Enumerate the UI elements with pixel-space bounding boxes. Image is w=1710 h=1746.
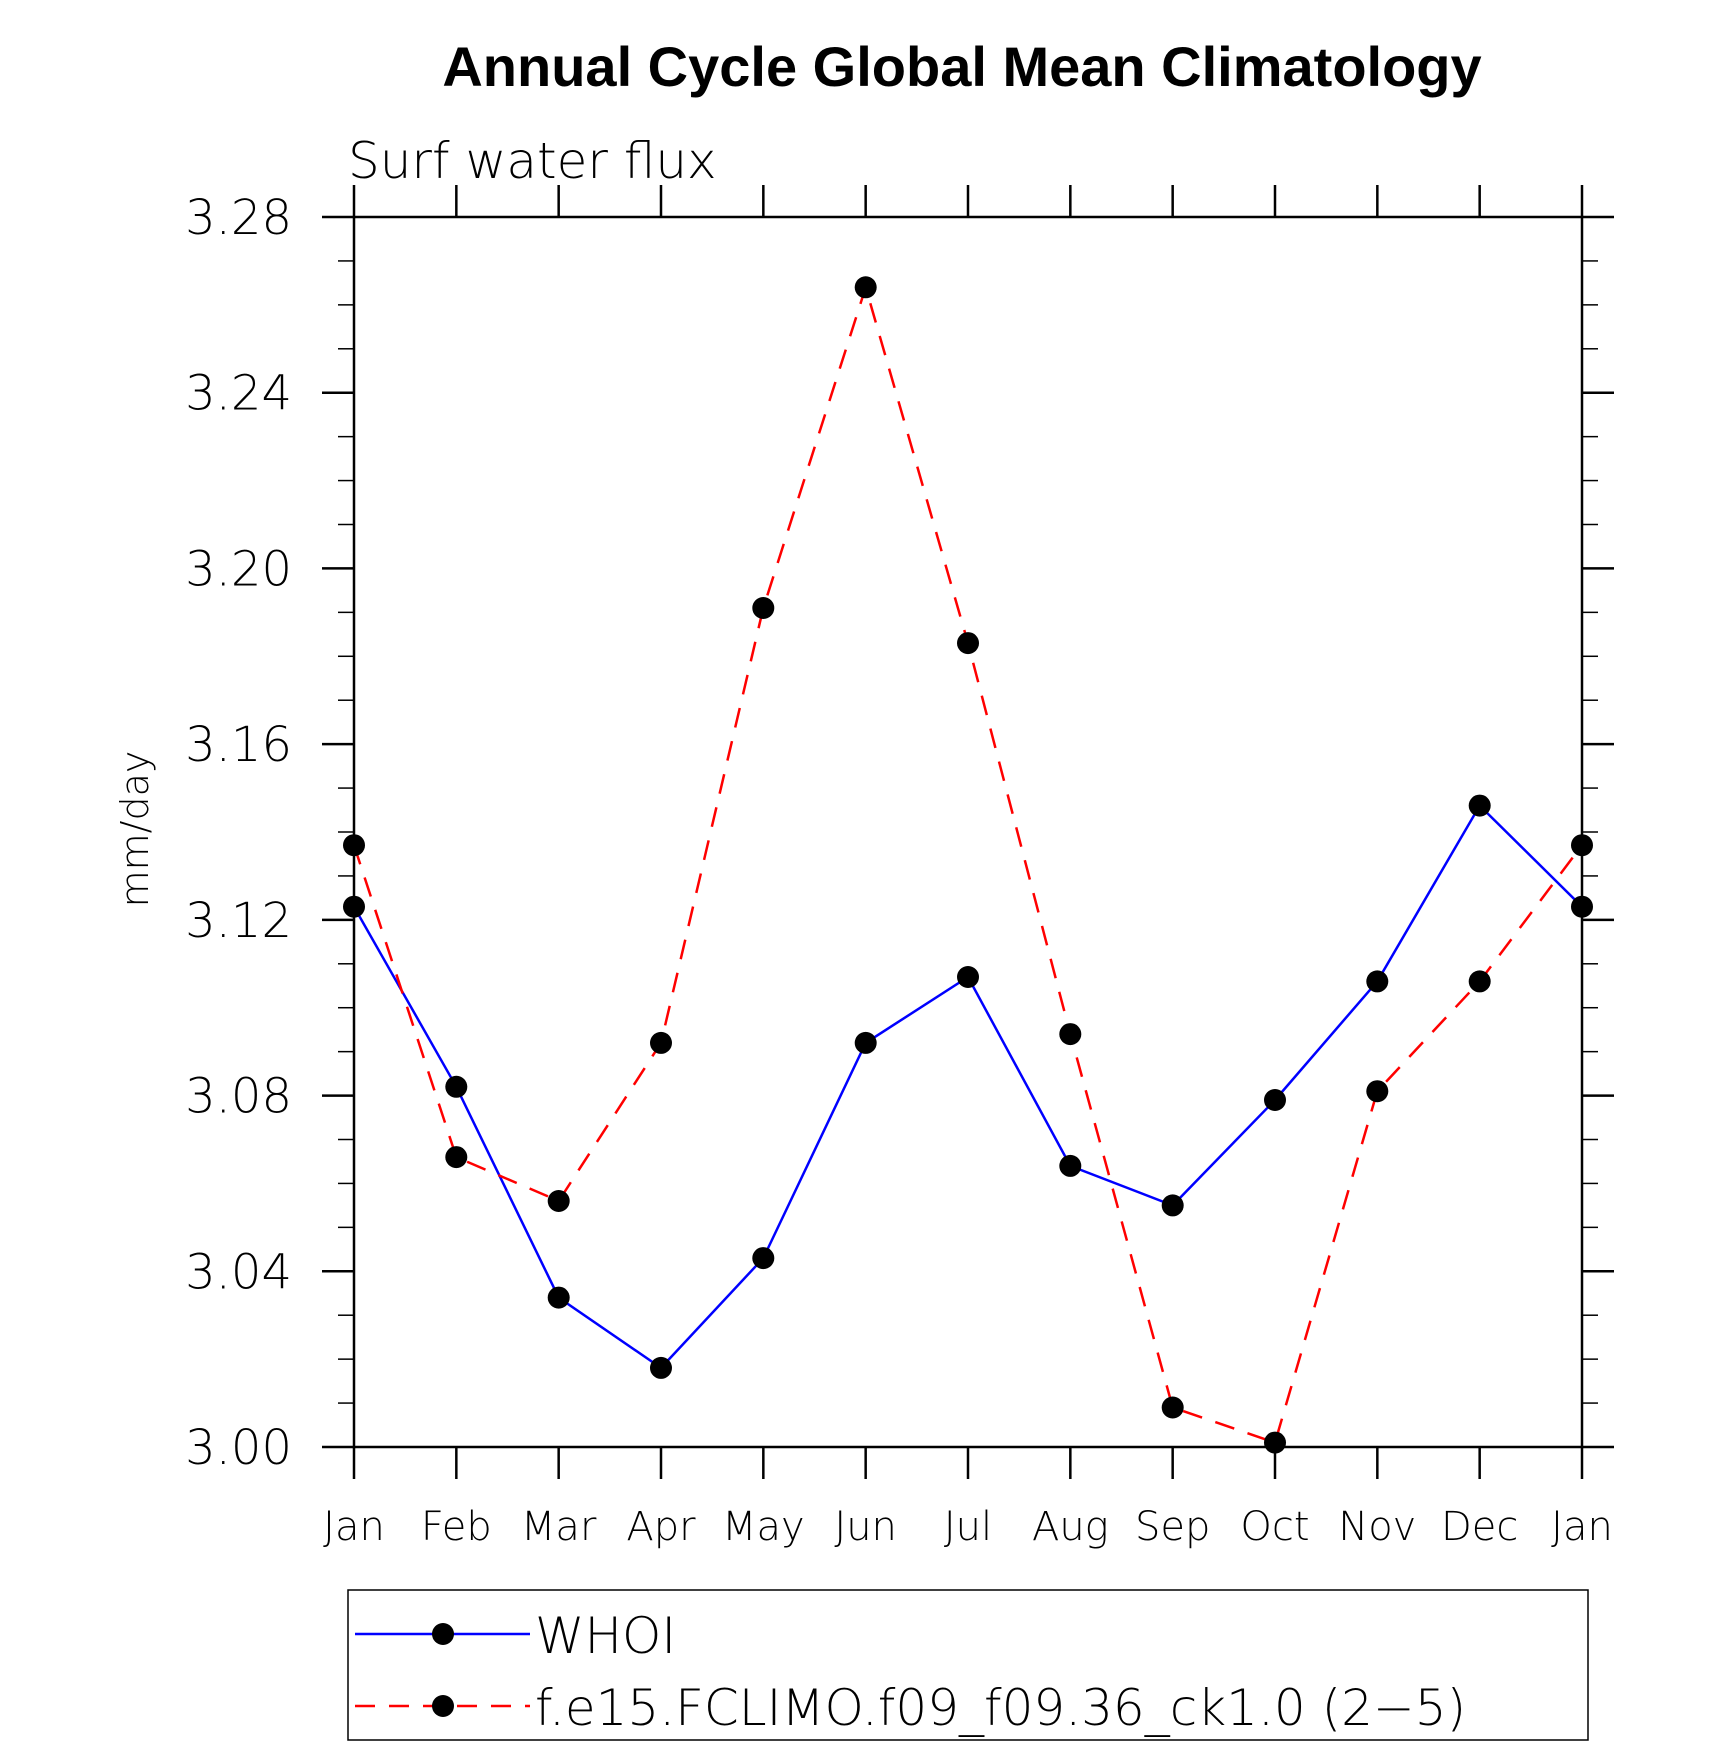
data-point-series-0 <box>1571 895 1593 918</box>
data-point-series-1 <box>650 1031 672 1054</box>
x-tick-label: Jul <box>944 1504 992 1550</box>
y-tick-label: 3.12 <box>185 893 292 949</box>
y-tick-label: 3.28 <box>185 190 292 246</box>
x-tick-label: Jan <box>323 1504 385 1550</box>
data-point-series-0 <box>547 1286 570 1309</box>
data-point-series-0 <box>1059 1154 1082 1177</box>
data-point-series-0 <box>445 1075 468 1098</box>
y-tick-label: 3.04 <box>185 1244 292 1300</box>
series-line-0 <box>352 803 1583 1370</box>
data-point-series-1 <box>1161 1396 1184 1419</box>
plot-frame <box>352 215 1584 1449</box>
x-tick-label: Jun <box>834 1504 897 1550</box>
x-tick-label: Sep <box>1135 1504 1210 1550</box>
y-tick-label: 3.00 <box>185 1420 292 1476</box>
data-point-series-1 <box>957 632 979 655</box>
y-tick-label: 3.08 <box>185 1069 292 1125</box>
x-tick-labels: Jan Feb Mar Apr May Jun Jul Aug Sep Oct Nov Dec Jan <box>323 1504 1613 1550</box>
data-point-series-1 <box>752 597 775 619</box>
x-tick-label: Feb <box>421 1504 492 1550</box>
data-point-series-1 <box>1059 1023 1082 1046</box>
data-point-series-1 <box>1366 1080 1389 1103</box>
x-tick-label: Nov <box>1338 1504 1416 1550</box>
data-point-series-0 <box>1366 970 1389 993</box>
y-tick-label: 3.20 <box>185 541 292 597</box>
legend-label-whoi: WHOI <box>535 1607 676 1665</box>
x-tick-label: Apr <box>626 1504 696 1550</box>
y-tick-label: 3.16 <box>185 717 292 773</box>
data-point-series-1 <box>343 834 365 857</box>
data-point-series-0 <box>1161 1194 1184 1217</box>
x-tick-label: Oct <box>1240 1504 1309 1550</box>
data-point-series-1 <box>1264 1431 1286 1454</box>
data-point-series-0 <box>854 1031 877 1054</box>
legend: WHOI f.e15.FCLIMO.f09_f09.36_ck1.0 (2−5) <box>347 1589 1589 1741</box>
data-point-series-0 <box>1264 1089 1286 1111</box>
data-point-series-0 <box>343 895 365 918</box>
data-point-series-1 <box>547 1190 570 1212</box>
data-point-series-0 <box>1468 794 1491 817</box>
legend-marker-model <box>432 1695 454 1717</box>
y-tick-label: 3.24 <box>185 366 292 422</box>
data-point-series-1 <box>445 1146 468 1169</box>
x-tick-label: Jan <box>1551 1504 1613 1550</box>
x-tick-label: Dec <box>1441 1504 1518 1550</box>
data-point-series-0 <box>957 966 979 988</box>
legend-label-model: f.e15.FCLIMO.f09_f09.36_ck1.0 (2−5) <box>535 1679 1466 1737</box>
y-tick-labels: 3.00 3.04 3.08 3.12 3.16 3.20 3.24 3.28 <box>185 190 292 1476</box>
series-group <box>343 276 1593 1454</box>
x-tick-label: May <box>722 1504 805 1550</box>
data-point-series-1 <box>1468 970 1491 993</box>
data-point-series-1 <box>1571 834 1593 857</box>
data-point-series-0 <box>752 1247 775 1270</box>
y-axis-label: mm/day <box>113 751 157 908</box>
axis-ticks <box>322 185 1614 1479</box>
data-point-series-0 <box>650 1356 672 1379</box>
chart-title: Annual Cycle Global Mean Climatology <box>442 35 1481 98</box>
legend-frame <box>347 1589 1589 1741</box>
data-point-series-1 <box>854 276 877 299</box>
series-line-1 <box>352 282 1583 1445</box>
x-tick-label: Mar <box>521 1504 597 1550</box>
x-tick-label: Aug <box>1032 1504 1109 1550</box>
chart-subtitle: Surf water flux <box>348 132 717 190</box>
legend-marker-whoi <box>432 1623 454 1645</box>
